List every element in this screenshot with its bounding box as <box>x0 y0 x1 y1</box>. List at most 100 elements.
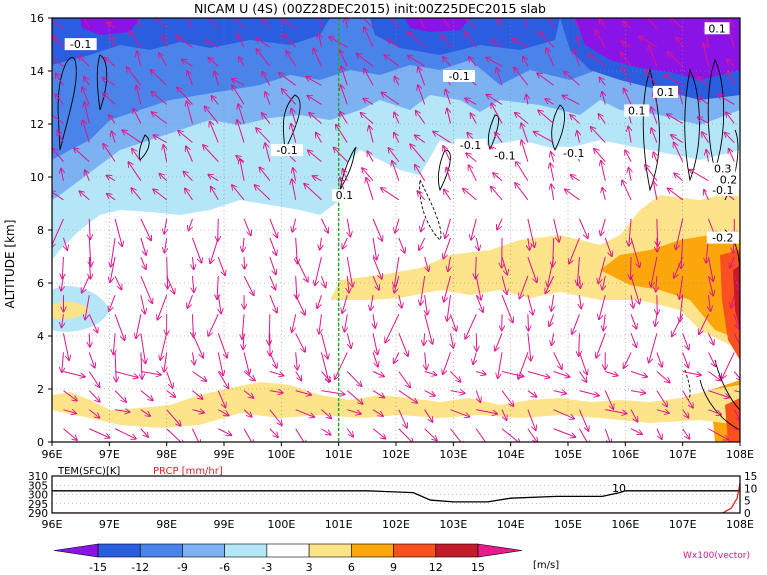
wind-vector <box>319 314 322 334</box>
wind-vector <box>102 78 116 86</box>
wind-vector <box>445 89 451 105</box>
wind-vector <box>465 314 477 339</box>
wind-vector <box>214 71 219 86</box>
colorbar-segment <box>308 543 352 558</box>
wind-vector <box>475 257 476 279</box>
wind-vector <box>572 314 580 334</box>
wind-vector <box>269 409 282 426</box>
chart-title: NICAM U (4S) (00Z28DEC2015) init:00Z25DE… <box>194 1 546 16</box>
wind-vector <box>450 409 469 417</box>
wind-vector <box>53 36 64 48</box>
wind-vector <box>577 36 579 48</box>
wind-vector <box>408 32 426 48</box>
wind-vector <box>447 295 451 321</box>
wind-vector <box>243 275 254 295</box>
wind-vector <box>527 409 536 431</box>
wind-vector <box>394 76 399 86</box>
colorbar-label: 6 <box>348 561 355 574</box>
wind-vector <box>256 49 271 67</box>
wind-vector <box>545 99 554 105</box>
sub-x-tick-label: 105E <box>554 518 582 531</box>
wind-vector <box>731 295 734 308</box>
wind-vector <box>140 409 151 417</box>
x-tick-label: 104E <box>497 448 525 461</box>
wind-vector <box>651 256 658 287</box>
wind-vector <box>291 123 297 143</box>
sub-y-tick-left: 295 <box>28 499 48 511</box>
wind-vector <box>621 41 632 48</box>
sub-y-tick-left: 290 <box>28 508 48 520</box>
wind-vector <box>163 35 167 48</box>
colorbar-label: 9 <box>390 561 397 574</box>
wind-vector <box>385 314 400 343</box>
wind-vector <box>630 428 642 435</box>
x-tick-label: 108E <box>726 448 754 461</box>
wind-vector <box>62 257 63 279</box>
wind-vector <box>476 237 479 251</box>
wind-vector <box>291 108 297 124</box>
wind-vector <box>515 183 529 201</box>
wind-vector <box>527 428 538 442</box>
wind-vector <box>495 132 503 143</box>
contour-label-bg <box>716 173 742 186</box>
wind-vector <box>588 53 606 67</box>
colorbar-label: 12 <box>429 561 443 574</box>
wind-vector <box>475 390 480 403</box>
wind-vector <box>549 314 555 326</box>
wind-vector <box>312 176 322 182</box>
wind-vector <box>512 39 529 48</box>
wind-vector <box>708 409 721 415</box>
wind-vector <box>192 314 193 337</box>
colorbar-segment <box>182 543 225 558</box>
wind-vector <box>667 114 683 124</box>
x-tick-label: 99E <box>214 448 235 461</box>
wind-vector <box>239 57 245 67</box>
wind-vector <box>163 145 166 162</box>
y-tick-label: 12 <box>30 118 44 131</box>
sub-x-tick-label: 101E <box>325 518 353 531</box>
wind-vector <box>733 314 739 329</box>
wind-vector <box>362 168 374 182</box>
wind-vector <box>649 333 658 363</box>
wind-vector <box>681 237 683 269</box>
wind-vector <box>227 18 245 29</box>
wind-vector <box>52 218 64 248</box>
wind-vector <box>491 103 503 124</box>
sub-y-tick-left: 305 <box>28 480 48 492</box>
wind-vector <box>516 161 529 181</box>
wind-vector <box>109 295 116 311</box>
wind-vector <box>443 237 451 259</box>
wind-vector <box>335 352 348 379</box>
wind-vector <box>236 156 245 163</box>
wind-vector <box>114 314 125 340</box>
colorbar-segment <box>97 543 141 558</box>
wind-vector <box>623 88 632 105</box>
wind-vector <box>186 146 193 162</box>
wind-vector <box>682 390 693 408</box>
wind-vector <box>538 110 554 124</box>
wind-vector <box>292 179 297 200</box>
wind-vector <box>381 188 400 201</box>
wind-vector <box>644 18 658 29</box>
wind-vector <box>140 333 146 363</box>
wind-vector <box>443 57 451 67</box>
legend-prcp: PRCP [mm/hr] <box>153 466 223 477</box>
wind-vector <box>421 218 426 232</box>
wind-vector <box>159 174 168 182</box>
wind-vector <box>128 162 142 181</box>
wind-vector <box>424 409 433 423</box>
wind-vector <box>283 34 297 48</box>
contour-line <box>419 178 442 241</box>
wind-vector <box>88 314 97 332</box>
wind-vector <box>107 22 116 29</box>
wind-vector <box>622 22 632 29</box>
shade-plus9-low <box>725 398 740 442</box>
wind-vector <box>269 428 278 438</box>
wind-vector <box>424 390 435 396</box>
wind-vector <box>501 409 507 421</box>
wind-vector <box>295 409 315 417</box>
wind-vector <box>551 152 554 162</box>
wind-vector <box>528 333 531 361</box>
sub-x-tick-label: 102E <box>382 518 410 531</box>
